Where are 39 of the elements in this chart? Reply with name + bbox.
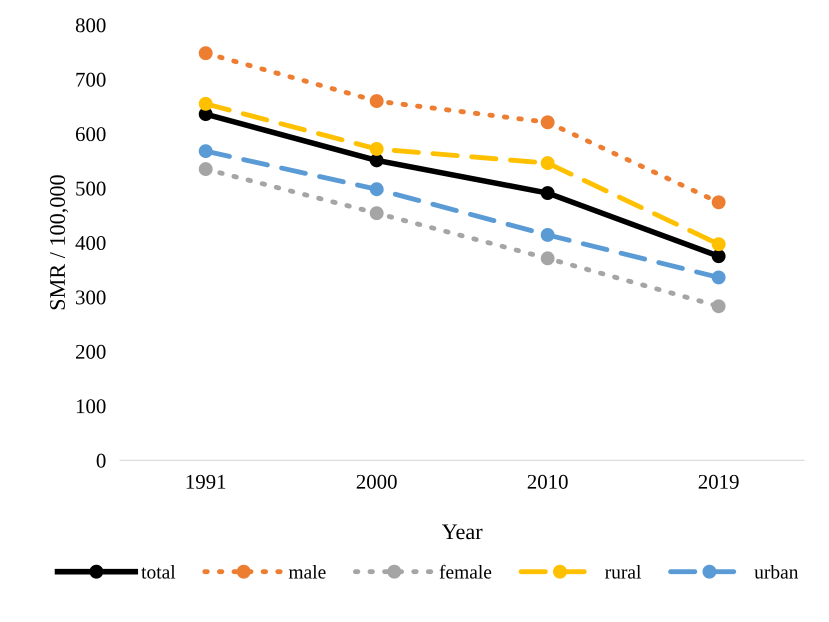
legend-label: total — [141, 564, 176, 579]
y-tick-label: 0 — [96, 454, 106, 468]
point — [712, 195, 726, 210]
y-tick-label: 400 — [75, 236, 106, 250]
point — [540, 156, 555, 170]
legend-label: female — [440, 564, 492, 579]
y-tick-label: 100 — [76, 399, 106, 414]
x-tick-label: 2010 — [528, 474, 568, 489]
x-tick-label: 2019 — [698, 474, 739, 489]
point — [370, 153, 384, 168]
point — [540, 251, 555, 266]
point — [198, 96, 213, 111]
point — [198, 162, 213, 176]
point — [370, 94, 384, 108]
y-tick-label: 800 — [76, 18, 106, 32]
point — [540, 228, 555, 242]
point — [540, 115, 555, 130]
y-tick-label: 200 — [76, 344, 106, 359]
point — [370, 206, 384, 220]
point — [198, 46, 213, 60]
x-tick-label: 1991 — [186, 474, 226, 489]
y-tick-label: 600 — [76, 127, 106, 142]
point — [198, 144, 213, 158]
x-axis-title: Year — [442, 524, 482, 540]
point — [370, 142, 384, 156]
point — [712, 299, 726, 314]
point — [370, 182, 384, 196]
x-tick-label: 2000 — [356, 474, 397, 489]
y-axis-title: SMR / 100,000 — [50, 175, 68, 310]
y-tick-label: 500 — [76, 182, 106, 196]
point — [712, 237, 726, 252]
y-tick-label: 300 — [76, 290, 106, 304]
y-tick-label: 700 — [76, 72, 106, 87]
legend-label: urban — [754, 564, 798, 579]
point — [540, 186, 555, 200]
legend-label: male — [288, 564, 326, 579]
point — [712, 249, 726, 264]
legend-label: rural — [605, 564, 642, 579]
point — [712, 270, 726, 284]
